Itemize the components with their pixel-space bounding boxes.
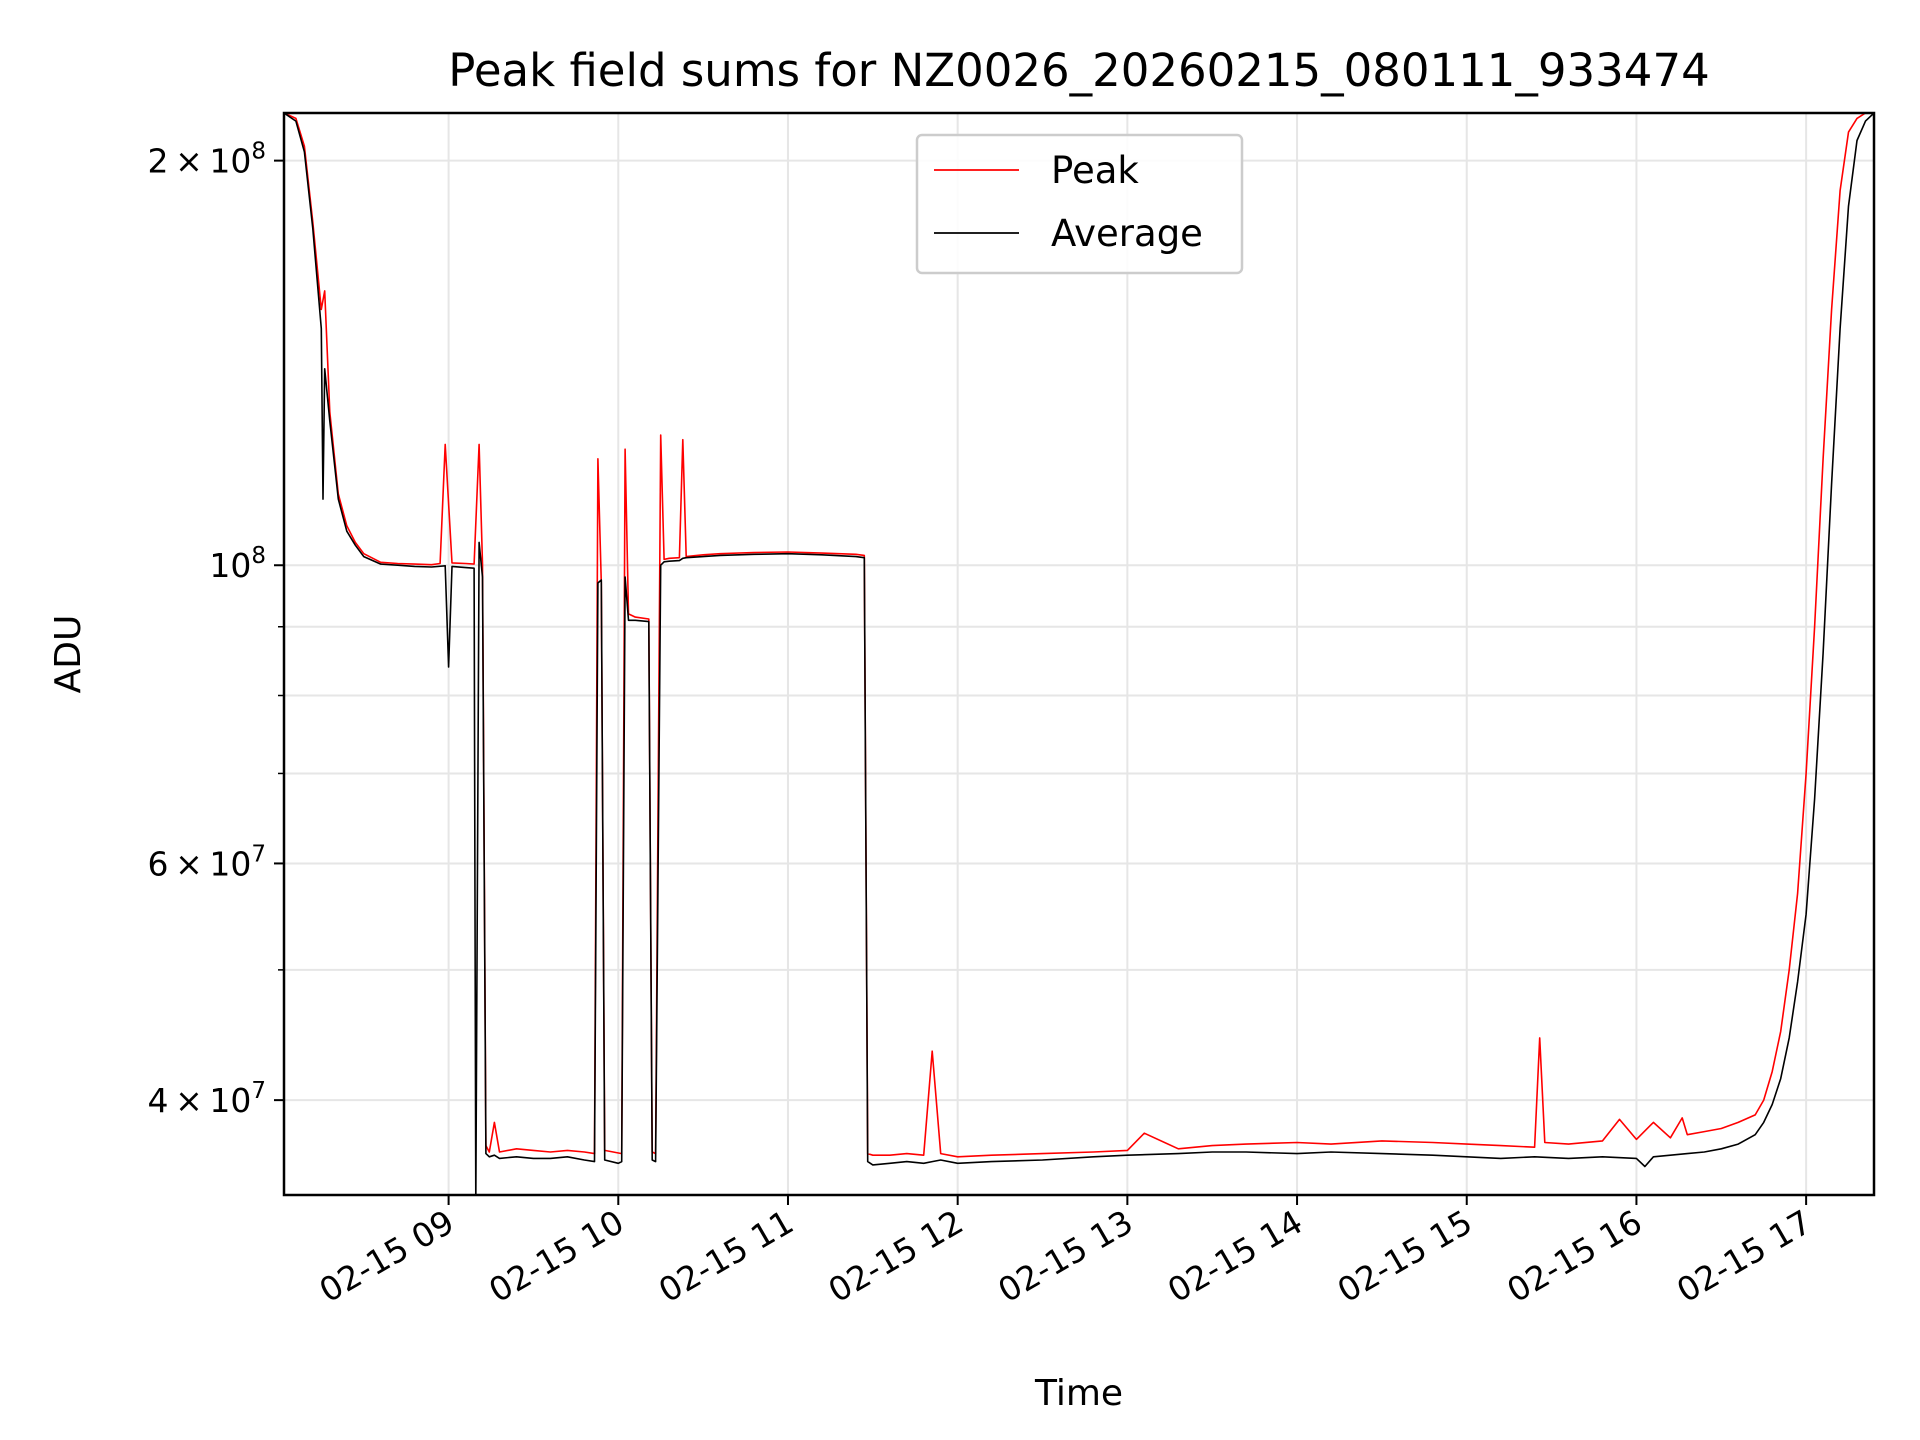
- y-tick-label-exponent: 7: [251, 1078, 266, 1104]
- y-tick-label-exponent: 8: [251, 543, 266, 569]
- y-tick-label: 4 × 107: [148, 1078, 266, 1120]
- y-tick-label-exponent: 7: [251, 841, 266, 867]
- plot-lines: [284, 113, 1874, 1195]
- y-tick-label-exponent: 8: [251, 139, 266, 165]
- y-tick-label: 2 × 108: [148, 139, 266, 181]
- series-average-line: [284, 113, 1874, 1195]
- legend: Peak Average: [915, 133, 1244, 275]
- legend-average-label: Average: [1051, 212, 1203, 255]
- y-tick-label-base: 10: [209, 546, 251, 585]
- y-tick-label-base: 4 × 10: [148, 1081, 252, 1120]
- x-axis-title: Time: [1034, 1373, 1123, 1414]
- y-tick-label-base: 6 × 10: [148, 844, 252, 883]
- y-axis-title: ADU: [48, 615, 89, 694]
- series-peak-line: [284, 113, 1874, 1158]
- y-tick-label: 108: [209, 543, 266, 585]
- plot-frame: [282, 111, 1876, 1197]
- y-tick-label: 6 × 107: [148, 841, 266, 883]
- chart-title: Peak field sums for NZ0026_20260215_0801…: [448, 44, 1709, 97]
- y-tick-label-base: 2 × 10: [148, 142, 252, 181]
- grid: [284, 113, 1874, 1195]
- legend-peak-label: Peak: [1051, 149, 1139, 192]
